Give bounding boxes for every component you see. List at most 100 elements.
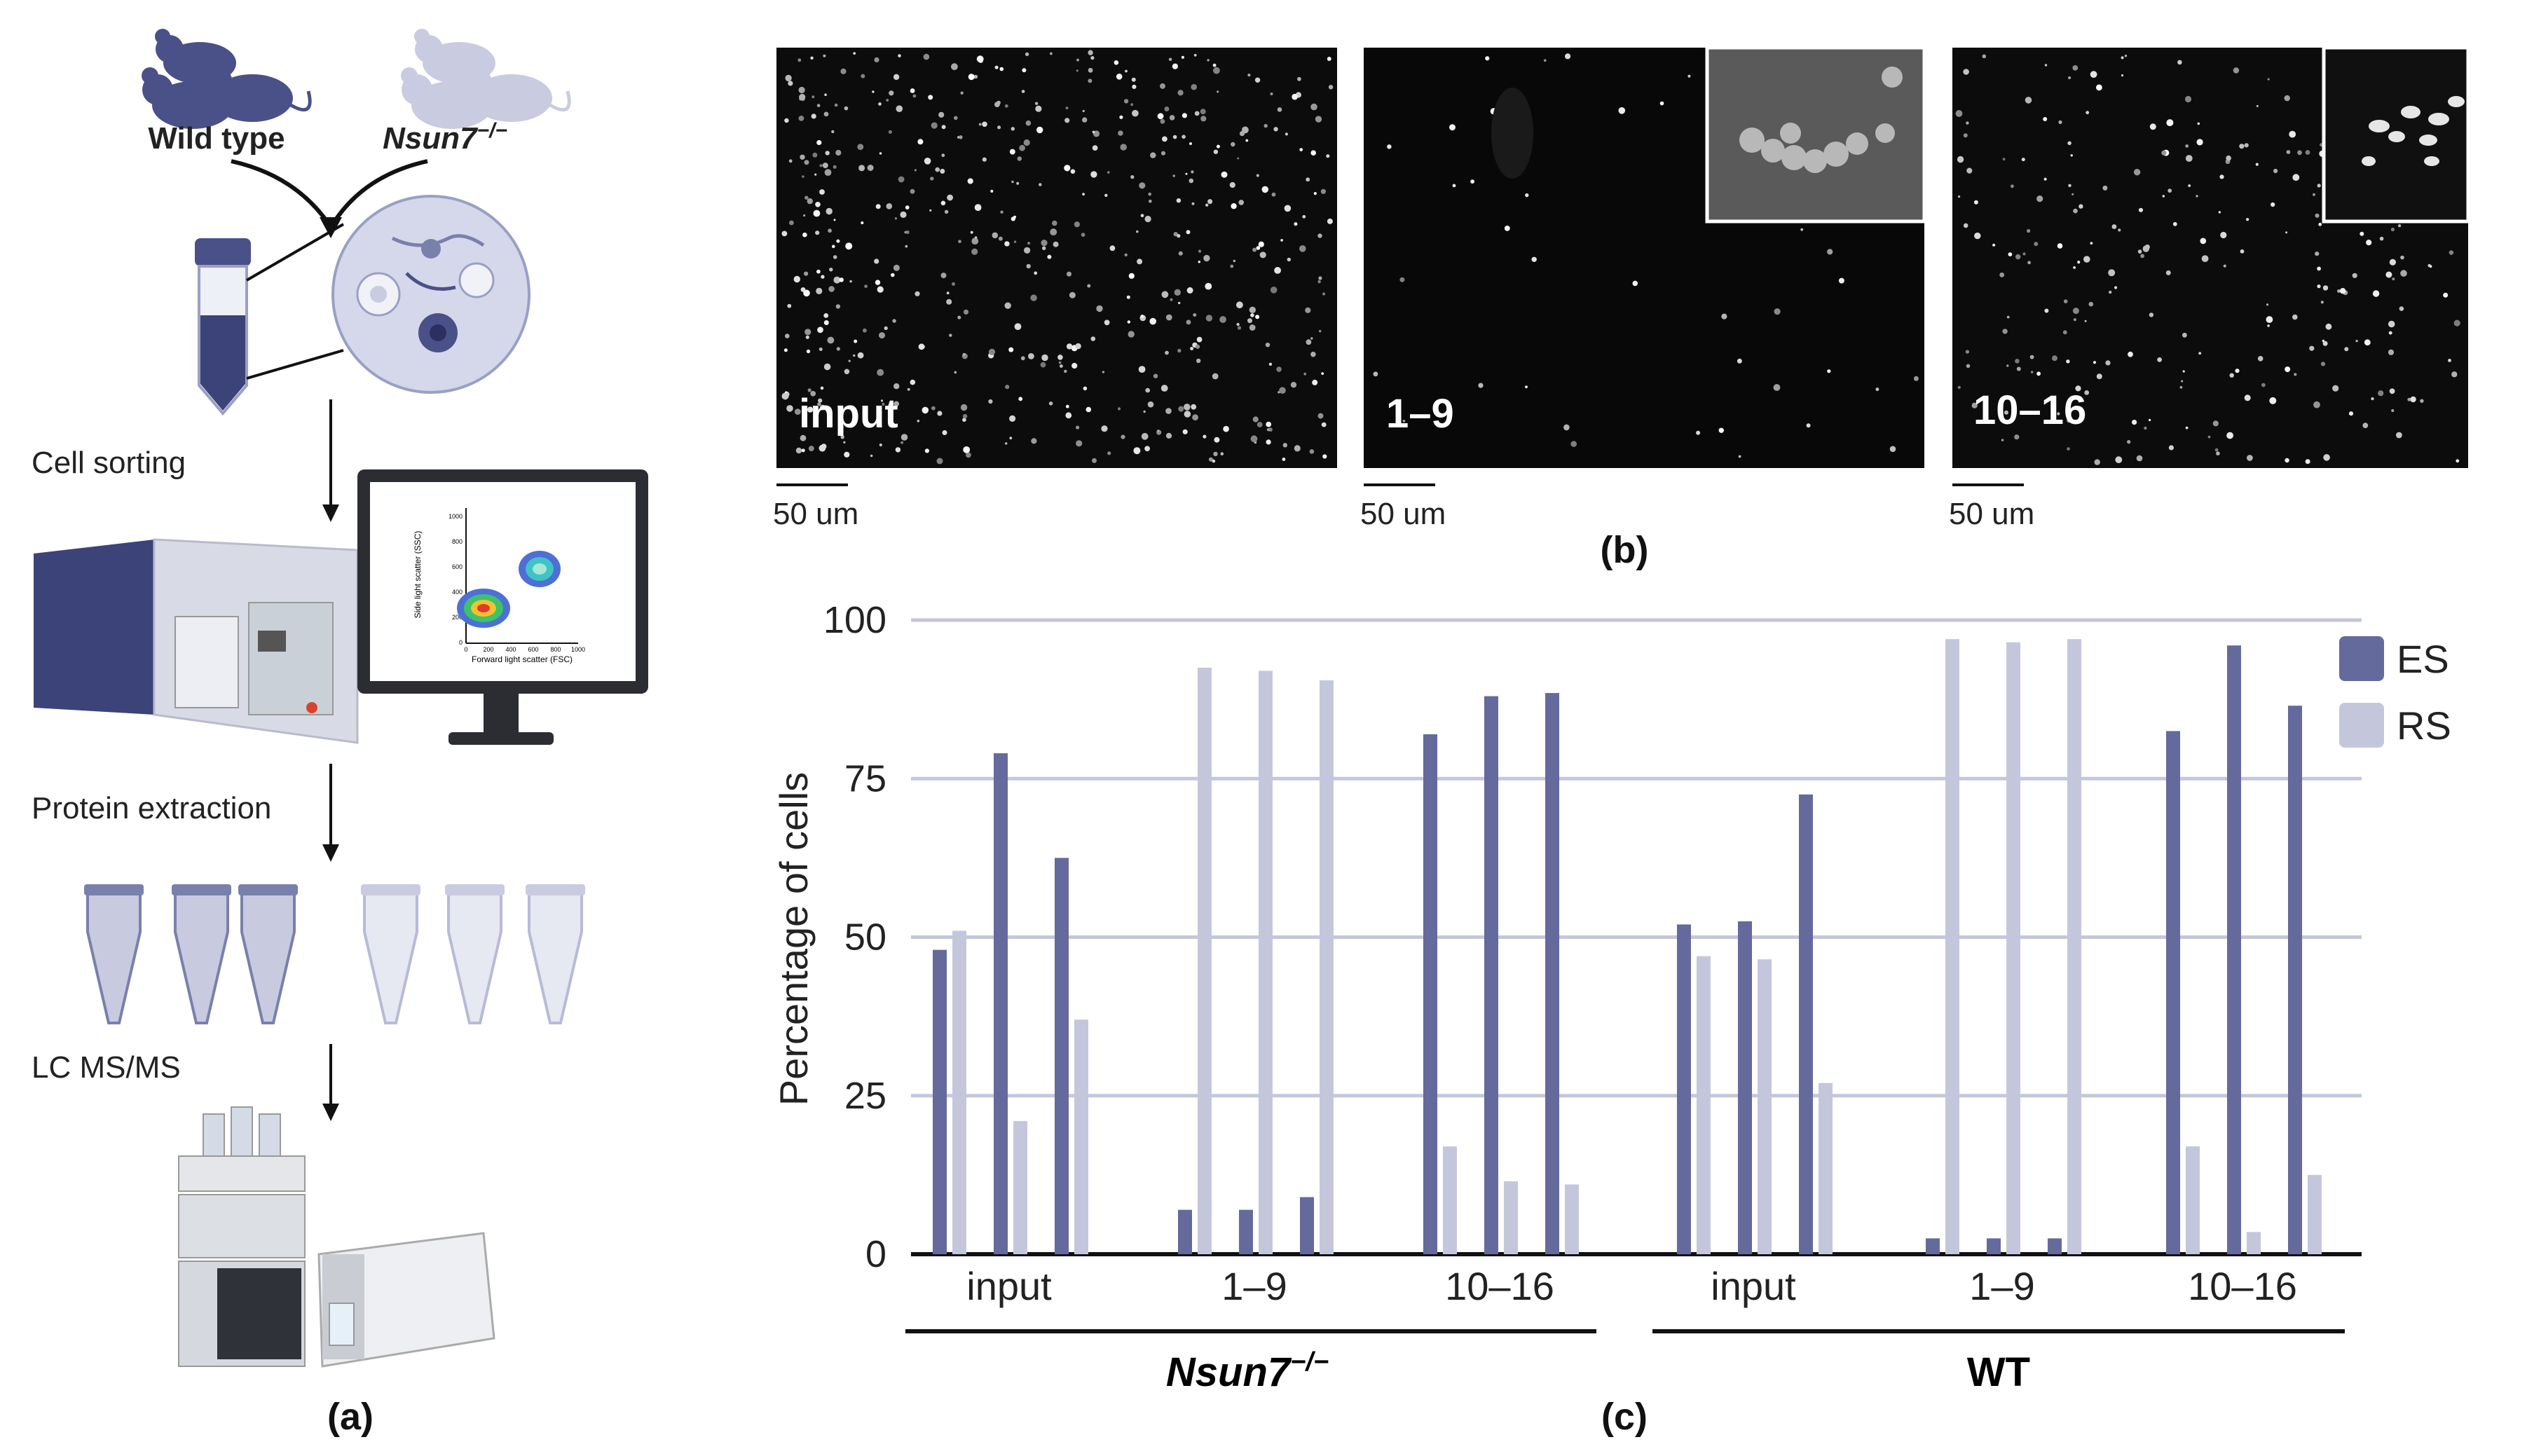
cell-dot — [2218, 211, 2221, 214]
cell-dot — [1088, 67, 1093, 73]
cell-dot — [1213, 67, 1220, 74]
cell-dot — [2165, 270, 2171, 275]
cell-dot — [963, 309, 969, 315]
cell-dot — [789, 220, 794, 226]
cell-dot — [1021, 90, 1025, 93]
cell-dot — [963, 446, 971, 453]
cell-dot — [2102, 185, 2108, 191]
cell-dot — [844, 451, 850, 458]
nsun7-mice-icon — [401, 29, 571, 129]
cell-dot — [937, 411, 943, 416]
cell-dot — [1237, 326, 1242, 330]
flow-xtick: 600 — [528, 646, 538, 653]
cell-dot — [1223, 425, 1229, 432]
cell-dot — [822, 163, 828, 169]
cell-dot — [1011, 180, 1014, 184]
cell-dot — [2068, 184, 2071, 187]
cell-dot — [821, 275, 825, 279]
cell-dot — [1025, 52, 1029, 57]
cell-dot — [840, 68, 847, 74]
cell-dot — [994, 102, 1000, 108]
bar-rs — [1504, 1181, 1518, 1254]
cell-dot — [2149, 418, 2151, 422]
cell-dot — [2002, 329, 2008, 334]
cell-dot — [2088, 301, 2094, 307]
cell-dot — [893, 383, 900, 390]
cell-dot — [1247, 74, 1251, 77]
cell-dot — [1124, 253, 1128, 256]
cell-dot — [1035, 105, 1042, 112]
cell-dot — [1373, 371, 1378, 377]
cell-dot — [2077, 261, 2081, 264]
cell-dot — [978, 123, 982, 126]
cell-dot — [1277, 107, 1282, 112]
cell-dot — [1294, 445, 1301, 452]
cell-dot — [2124, 55, 2128, 57]
cell-dot — [1160, 385, 1168, 392]
panel-a: Wild type Nsun7−/− — [32, 29, 648, 1438]
cell-dot — [1687, 74, 1691, 78]
cell-dot — [1104, 320, 1110, 326]
cell-dot — [2391, 408, 2395, 413]
cell-dot — [806, 349, 811, 354]
cell-dot — [2292, 314, 2298, 320]
cell-dot — [2149, 313, 2154, 317]
cell-dot — [1076, 69, 1078, 72]
cell-dot — [1011, 217, 1015, 221]
cell-dot — [2086, 111, 2090, 115]
cell-dot — [2399, 306, 2404, 311]
cell-dot — [941, 125, 946, 130]
cell-dot — [935, 167, 940, 172]
cell-dot — [2114, 286, 2118, 289]
panel-a-letter: (a) — [327, 1396, 374, 1438]
cell-dot — [2083, 256, 2090, 263]
cell-dot — [805, 335, 809, 339]
cell-dot — [2320, 362, 2326, 366]
cell-dot — [1402, 420, 1406, 423]
cell-dot — [1317, 413, 1324, 419]
cell-dot — [2052, 355, 2057, 362]
chart-categories: input 1–9 10–16 input 1–9 10–16 — [966, 1264, 2297, 1308]
cell-dot — [1236, 301, 1243, 309]
cell-dot — [960, 91, 964, 95]
cell-dot — [2084, 390, 2090, 395]
cell-dot — [1231, 203, 1237, 210]
cell-dot — [1271, 192, 1276, 197]
cell-dot — [1387, 144, 1392, 149]
bar-rs — [1013, 1120, 1027, 1254]
cell-dot — [1256, 246, 1261, 250]
cell-dot — [1313, 192, 1317, 195]
cell-dot — [2388, 320, 2395, 328]
cell-dot — [878, 102, 882, 106]
cell-dot — [832, 245, 835, 249]
cell-dot — [867, 165, 874, 171]
cell-dot — [2140, 254, 2145, 259]
cell-dot — [1470, 179, 1475, 184]
cell-dot — [1203, 434, 1207, 439]
cell-dot — [2036, 195, 2043, 202]
cell-dot — [2216, 451, 2220, 455]
cell-dot — [1034, 271, 1038, 275]
bar-rs — [1320, 680, 1334, 1254]
cell-dot — [2188, 184, 2191, 187]
cell-dot — [957, 315, 961, 320]
cell-dot — [1004, 104, 1008, 108]
cell-dot — [1144, 215, 1151, 223]
cell-dot — [1153, 373, 1158, 378]
cell-dot — [1238, 200, 1244, 205]
cell-dot — [824, 169, 832, 177]
cell-dot — [818, 398, 823, 403]
cell-dot — [831, 130, 835, 134]
cell-dot — [2389, 388, 2395, 394]
cell-dot — [1256, 174, 1259, 177]
cell-dot — [1165, 350, 1169, 355]
cell-dot — [1252, 416, 1259, 423]
cell-dot — [1963, 133, 1968, 138]
cell-dot — [1042, 246, 1046, 250]
cell-dot — [1050, 52, 1053, 55]
cell-dot — [1525, 385, 1528, 389]
cell-dot — [1659, 101, 1664, 106]
cell-dot — [2322, 285, 2329, 291]
cell-dot — [816, 287, 823, 294]
